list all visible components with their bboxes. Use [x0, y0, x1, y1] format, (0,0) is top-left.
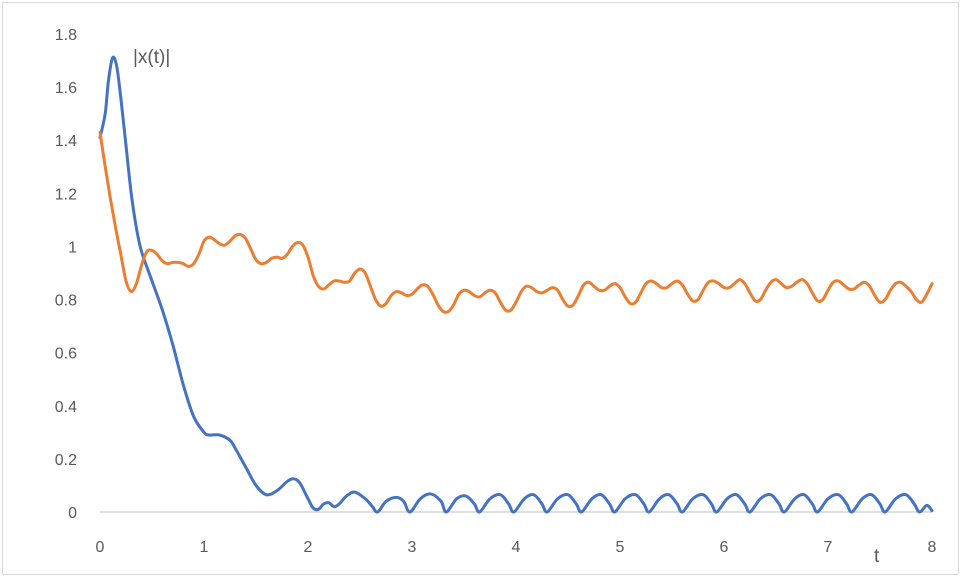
x-tick-label: 7 — [824, 539, 833, 556]
y-tick-label: 0.4 — [55, 399, 77, 416]
y-tick-label: 1 — [68, 239, 77, 256]
x-tick-label: 0 — [96, 539, 105, 556]
series-group — [98, 55, 934, 514]
y-tick-label: 1.4 — [55, 133, 77, 150]
y-tick-label: 1.2 — [55, 186, 77, 203]
x-axis-ticks: 0 1 2 3 4 5 6 7 8 — [96, 539, 937, 556]
x-tick-label: 3 — [408, 539, 417, 556]
x-tick-label: 8 — [928, 539, 937, 556]
x-tick-label: 6 — [720, 539, 729, 556]
x-tick-label: 2 — [304, 539, 313, 556]
y-axis-ticks: 0 0.2 0.4 0.6 0.8 1 1.2 1.4 1.6 1.8 — [55, 27, 77, 522]
x-axis-label: t — [874, 546, 880, 567]
y-tick-label: 0.8 — [55, 293, 77, 310]
y-axis-label: |x(t)| — [133, 47, 170, 68]
y-tick-label: 1.6 — [55, 80, 77, 97]
y-tick-label: 0.2 — [55, 452, 77, 469]
y-tick-label: 1.8 — [55, 27, 77, 44]
x-tick-label: 5 — [616, 539, 625, 556]
y-tick-label: 0 — [68, 505, 77, 522]
x-tick-label: 1 — [200, 539, 209, 556]
series-line-blue — [98, 55, 934, 514]
x-tick-label: 4 — [512, 539, 521, 556]
y-tick-label: 0.6 — [55, 346, 77, 363]
series-line-orange — [98, 130, 934, 314]
